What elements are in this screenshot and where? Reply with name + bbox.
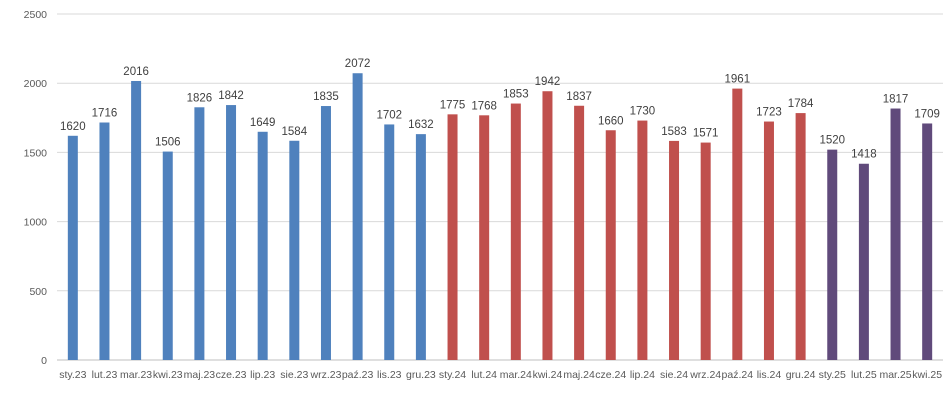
y-tick-label: 1500 [24, 147, 48, 159]
bar [384, 124, 395, 360]
bar [257, 131, 268, 360]
data-label: 1842 [218, 90, 244, 102]
x-tick-label: sty.24 [439, 369, 466, 381]
y-tick-label: 2000 [24, 78, 48, 90]
bar [510, 103, 521, 360]
data-label: 1583 [661, 126, 687, 138]
x-tick-label: maj.23 [184, 369, 216, 381]
bar [226, 105, 237, 360]
data-label: 1571 [693, 128, 719, 140]
x-tick-label: lut.25 [851, 369, 877, 381]
data-label: 1649 [250, 117, 276, 129]
bar [289, 140, 300, 360]
bar [637, 120, 648, 361]
bar [669, 140, 680, 360]
x-tick-label: lis.24 [757, 369, 782, 381]
x-tick-label: maj.24 [563, 369, 595, 381]
y-tick-label: 500 [29, 286, 47, 298]
data-label: 1775 [440, 99, 466, 111]
data-labels: 1620 1716 2016 1506 1826 1842 1649 1584 1835 2072… [60, 58, 940, 161]
x-tick-label: kwi.25 [912, 369, 942, 381]
data-label: 1730 [630, 106, 656, 118]
data-label: 2072 [345, 58, 371, 70]
x-tick-label: cze.23 [216, 369, 247, 381]
x-tick-label: lip.23 [250, 369, 275, 381]
x-tick-label: cze.24 [595, 369, 626, 381]
data-label: 1837 [566, 91, 592, 103]
bar [732, 88, 743, 361]
x-tick-label: mar.24 [500, 369, 532, 381]
y-tick-label: 1000 [24, 217, 48, 229]
bar [415, 134, 426, 360]
x-tick-label: wrz.24 [689, 369, 721, 381]
bar [763, 121, 774, 360]
y-axis-ticks: 0 500 1000 1500 2000 2500 [24, 9, 48, 367]
data-label: 1709 [914, 108, 940, 120]
bar [447, 114, 458, 360]
x-tick-label: lut.24 [471, 369, 497, 381]
x-tick-label: paź.24 [722, 369, 754, 381]
data-label: 1853 [503, 89, 529, 101]
data-label: 1418 [851, 149, 877, 161]
y-tick-label: 2500 [24, 9, 48, 21]
data-label: 1784 [788, 98, 814, 110]
data-label: 1817 [883, 94, 909, 106]
data-label: 1826 [187, 92, 213, 104]
data-label: 1584 [282, 126, 308, 138]
bar [99, 122, 110, 360]
x-tick-label: lis.23 [377, 369, 402, 381]
x-axis-ticks: sty.23 lut.23 mar.23 kwi.23 maj.23 cze.23 lip.… [59, 369, 942, 381]
data-label: 1723 [756, 107, 782, 119]
bar [574, 105, 585, 360]
bar [479, 115, 490, 360]
x-tick-label: lip.24 [630, 369, 655, 381]
bar [858, 163, 869, 360]
data-label: 1835 [313, 91, 339, 103]
bar [352, 73, 363, 360]
data-label: 1716 [92, 108, 118, 120]
bar [700, 142, 711, 360]
x-tick-label: sie.23 [280, 369, 308, 381]
bar [162, 151, 173, 360]
x-tick-label: sty.25 [819, 369, 846, 381]
x-tick-label: kwi.24 [533, 369, 563, 381]
bar [922, 123, 933, 361]
bar [320, 106, 331, 360]
x-tick-label: gru.24 [786, 369, 816, 381]
bar [194, 107, 205, 360]
bar [131, 80, 142, 361]
bar [67, 135, 78, 360]
x-tick-label: kwi.23 [153, 369, 183, 381]
x-tick-label: sie.24 [660, 369, 688, 381]
data-label: 1660 [598, 115, 624, 127]
gridlines [57, 13, 943, 361]
y-tick-label: 0 [41, 355, 47, 367]
bars [67, 73, 933, 361]
data-label: 1942 [535, 76, 561, 88]
data-label: 1520 [819, 135, 845, 147]
bar [795, 113, 806, 361]
x-tick-label: mar.25 [879, 369, 911, 381]
x-tick-label: wrz.23 [309, 369, 341, 381]
data-label: 1768 [471, 100, 497, 112]
data-label: 1702 [376, 109, 402, 121]
bar [890, 108, 901, 361]
data-label: 1961 [725, 74, 751, 86]
x-tick-label: sty.23 [59, 369, 86, 381]
data-label: 2016 [123, 66, 149, 78]
x-tick-label: mar.23 [120, 369, 152, 381]
data-label: 1632 [408, 119, 434, 131]
x-tick-label: lut.23 [92, 369, 118, 381]
data-label: 1506 [155, 137, 181, 149]
x-tick-label: gru.23 [406, 369, 436, 381]
x-tick-label: paź.23 [342, 369, 374, 381]
bar [542, 91, 553, 360]
bar [827, 149, 838, 360]
data-label: 1620 [60, 121, 86, 133]
bar [605, 130, 616, 360]
